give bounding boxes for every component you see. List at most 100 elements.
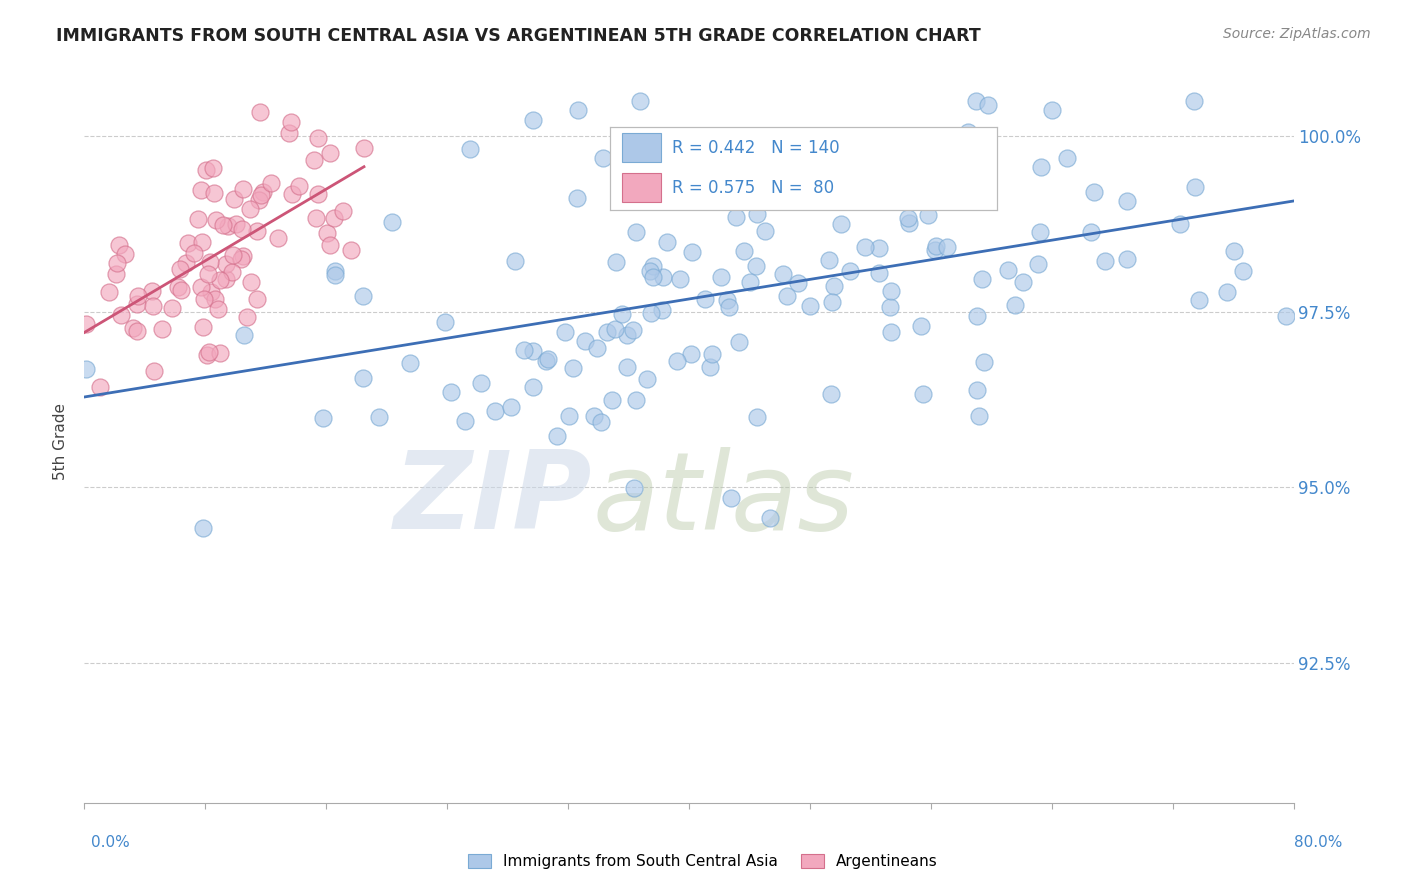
Point (191, 319, 214, 334)
Point (353, 141, 375, 155)
Point (288, 179, 311, 194)
Point (246, 293, 269, 307)
Point (616, 328, 638, 343)
Point (941, 190, 963, 204)
Point (1232, 264, 1254, 278)
Point (1184, 179, 1206, 194)
Point (107, 238, 129, 252)
Point (193, 521, 215, 535)
Legend: Immigrants from South Central Asia, Argentineans: Immigrants from South Central Asia, Arge… (463, 848, 943, 875)
Point (380, 215, 402, 229)
Point (194, 163, 217, 178)
Point (693, 292, 716, 306)
Point (1080, 225, 1102, 239)
Point (235, 310, 257, 324)
Point (305, 211, 328, 225)
Point (917, 208, 939, 222)
Point (398, 356, 420, 370)
Point (776, 288, 799, 302)
Point (1056, 151, 1078, 165)
Point (191, 235, 214, 250)
Point (190, 183, 212, 197)
Point (710, 269, 733, 284)
Point (1168, 217, 1191, 231)
Point (800, 130, 823, 145)
Point (277, 126, 299, 140)
Point (484, 403, 506, 417)
Point (215, 257, 238, 271)
Point (207, 302, 229, 317)
Point (716, 293, 738, 307)
Point (177, 235, 200, 250)
Point (554, 325, 576, 339)
Point (246, 224, 269, 238)
Point (643, 259, 665, 273)
Point (733, 244, 755, 259)
Point (879, 284, 901, 298)
Point (212, 218, 235, 232)
Point (912, 387, 935, 401)
Point (641, 269, 664, 284)
Point (821, 294, 844, 309)
Point (602, 393, 624, 408)
Point (879, 325, 901, 339)
Point (454, 414, 477, 428)
Point (197, 267, 219, 281)
Point (574, 334, 596, 348)
Text: atlas: atlas (592, 447, 853, 552)
Point (312, 411, 335, 425)
Point (222, 248, 245, 262)
Point (610, 307, 633, 321)
Point (323, 211, 346, 225)
Point (738, 275, 761, 289)
Point (537, 351, 560, 366)
Point (339, 243, 361, 257)
Point (125, 297, 148, 311)
Point (522, 380, 544, 394)
Point (193, 292, 215, 306)
Point (114, 247, 136, 261)
Point (204, 292, 226, 306)
Point (127, 324, 149, 338)
Point (239, 202, 262, 217)
Point (232, 328, 254, 343)
Point (546, 429, 568, 443)
Point (636, 372, 658, 386)
Point (75, 317, 97, 331)
Point (499, 400, 522, 414)
Point (898, 215, 921, 229)
Point (724, 211, 747, 225)
Point (591, 415, 613, 429)
Point (603, 322, 626, 336)
Point (316, 227, 339, 241)
Point (666, 354, 689, 368)
Point (160, 301, 183, 315)
Point (651, 269, 673, 284)
Point (204, 213, 226, 227)
Point (352, 288, 374, 302)
Point (222, 192, 245, 206)
Point (307, 186, 329, 201)
Point (745, 259, 768, 273)
Point (195, 347, 218, 361)
Point (209, 273, 232, 287)
Point (759, 511, 782, 525)
Point (260, 176, 283, 190)
Point (638, 263, 661, 277)
Point (1116, 194, 1139, 209)
Point (1275, 309, 1298, 323)
Point (910, 319, 932, 334)
Y-axis label: 5th Grade: 5th Grade (53, 403, 69, 480)
Point (198, 255, 221, 269)
Point (98, 285, 121, 300)
Point (231, 221, 253, 235)
Point (280, 115, 302, 129)
Point (434, 315, 457, 329)
Point (522, 113, 544, 128)
Point (925, 239, 948, 253)
Point (623, 481, 645, 495)
Point (503, 253, 526, 268)
Point (745, 207, 768, 221)
Point (823, 278, 845, 293)
Point (307, 130, 329, 145)
